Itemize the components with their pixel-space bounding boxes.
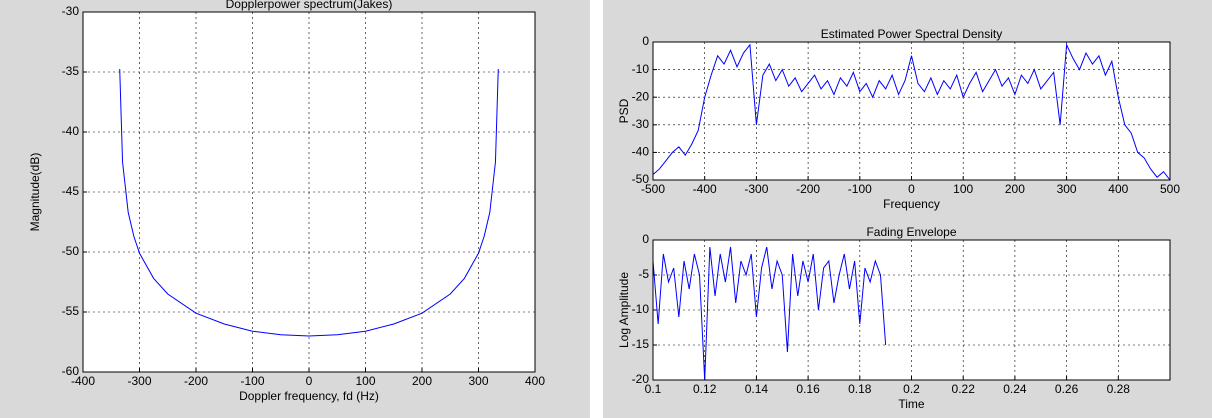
y-tick-label: -30 <box>632 117 650 131</box>
y-tick-label: -40 <box>62 124 80 138</box>
y-tick-label: -50 <box>62 244 80 258</box>
y-tick-label: -45 <box>62 184 80 198</box>
x-tick-label: 200 <box>1005 182 1025 196</box>
chart-title: Estimated Power Spectral Density <box>821 27 1002 41</box>
y-tick-label: 0 <box>642 34 649 48</box>
x-tick-label: -400 <box>71 374 95 388</box>
x-tick-label: 0 <box>306 374 313 388</box>
y-tick-label: -55 <box>62 304 80 318</box>
x-axis-label: Doppler frequency, fd (Hz) <box>239 389 379 403</box>
y-tick-label: 0 <box>642 232 649 246</box>
y-tick-label: -60 <box>62 364 80 378</box>
y-axis-label: Magnitude(dB) <box>28 153 42 232</box>
y-tick-label: -50 <box>632 172 650 186</box>
x-tick-label: -500 <box>641 182 665 196</box>
x-tick-label: 0.22 <box>952 382 976 396</box>
x-tick-label: 0.18 <box>848 382 872 396</box>
x-tick-label: 100 <box>355 374 375 388</box>
x-tick-label: -200 <box>184 374 208 388</box>
x-tick-label: -400 <box>693 182 717 196</box>
y-tick-label: -35 <box>62 64 80 78</box>
x-tick-label: 100 <box>953 182 973 196</box>
x-tick-label: 500 <box>1160 182 1180 196</box>
y-tick-label: -10 <box>632 302 650 316</box>
x-tick-label: 0.16 <box>796 382 820 396</box>
line <box>652 246 887 381</box>
chart-title: Fading Envelope <box>866 225 956 239</box>
x-tick-label: 0.1 <box>645 382 662 396</box>
y-tick-label: -30 <box>62 4 80 18</box>
x-tick-label: 0.2 <box>903 382 920 396</box>
x-tick-label: 200 <box>412 374 432 388</box>
x-tick-label: -100 <box>240 374 264 388</box>
y-axis-label: Log Amplitude <box>617 272 631 348</box>
y-tick-label: -15 <box>632 337 650 351</box>
x-axis-label: Time <box>898 397 925 411</box>
x-tick-label: 400 <box>1108 182 1128 196</box>
x-tick-label: 0.26 <box>1055 382 1079 396</box>
x-tick-label: 0.12 <box>693 382 717 396</box>
line <box>119 68 499 337</box>
axes-box <box>652 239 1171 381</box>
x-tick-label: -300 <box>744 182 768 196</box>
x-tick-label: 300 <box>1057 182 1077 196</box>
y-tick-label: -5 <box>638 267 649 281</box>
y-tick-label: -20 <box>632 372 650 386</box>
x-tick-label: 300 <box>468 374 488 388</box>
axes-box <box>82 11 536 373</box>
x-tick-label: 0 <box>908 182 915 196</box>
x-tick-label: -200 <box>796 182 820 196</box>
line <box>652 42 1171 181</box>
y-tick-label: -40 <box>632 145 650 159</box>
x-tick-label: -100 <box>848 182 872 196</box>
y-tick-label: -20 <box>632 89 650 103</box>
x-tick-label: 0.24 <box>1003 382 1027 396</box>
x-tick-label: 0.28 <box>1107 382 1131 396</box>
y-tick-label: -10 <box>632 62 650 76</box>
chart-title: Dopplerpower spectrum(Jakes) <box>226 0 393 11</box>
x-tick-label: 400 <box>525 374 545 388</box>
y-axis-label: PSD <box>617 98 631 123</box>
x-tick-label: 0.14 <box>745 382 769 396</box>
x-axis-label: Frequency <box>883 197 940 211</box>
axes-box <box>652 41 1171 181</box>
x-tick-label: -300 <box>127 374 151 388</box>
